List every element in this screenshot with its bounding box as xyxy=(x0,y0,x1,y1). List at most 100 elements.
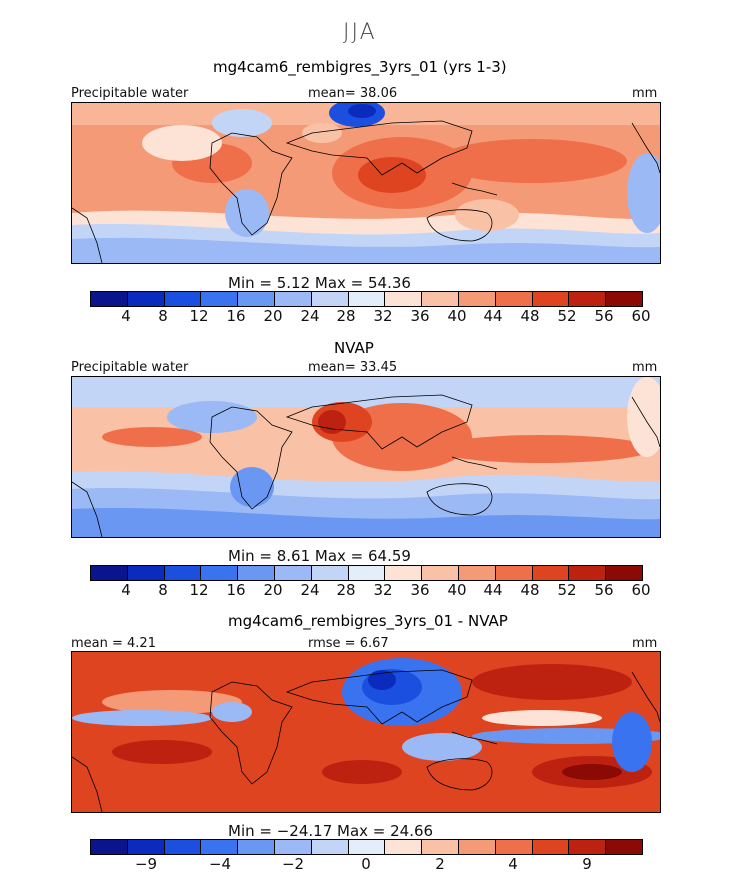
figure-title: JJA xyxy=(343,20,377,45)
panel1-tick: 44 xyxy=(483,307,503,325)
panel2-tick: 52 xyxy=(557,581,577,599)
panel1-tick: 60 xyxy=(631,307,651,325)
panel3-mean-label: mean = 4.21 xyxy=(71,636,156,651)
panel1-colorbar-bin xyxy=(311,292,349,306)
panel2-field xyxy=(72,377,660,537)
panel2-tick: 8 xyxy=(158,581,168,599)
panel2-minmax: Min = 8.61 Max = 64.59 xyxy=(228,547,411,565)
panel2-tick: 16 xyxy=(226,581,246,599)
panel3-colorbar-bin xyxy=(606,840,642,854)
panel1-field xyxy=(72,103,660,263)
panel1-units: mm xyxy=(632,86,658,101)
panel1-colorbar-bin xyxy=(495,292,533,306)
panel3-colorbar-bin xyxy=(422,840,459,854)
panel2-colorbar-bin xyxy=(348,566,386,580)
panel1-colorbar-bin xyxy=(385,292,423,306)
panel2-tick: 56 xyxy=(594,581,614,599)
panel3-colorbar-bin xyxy=(532,840,570,854)
panel2-colorbar-bin xyxy=(532,566,570,580)
panel3-colorbar-bin xyxy=(569,840,607,854)
panel3-tick: −9 xyxy=(134,855,158,873)
panel1-tick: 32 xyxy=(373,307,393,325)
panel3-rmse-label: rmse = 6.67 xyxy=(308,636,389,651)
panel1-tick: 52 xyxy=(557,307,577,325)
panel2-colorbar-bin xyxy=(238,566,275,580)
panel1-tick: 4 xyxy=(121,307,131,325)
panel1-colorbar-bin xyxy=(606,292,642,306)
panel3-colorbar-bin xyxy=(311,840,349,854)
panel3-colorbar-bin xyxy=(164,840,202,854)
panel2-mean-label: mean= 33.45 xyxy=(308,360,398,375)
panel2-colorbar-bin xyxy=(385,566,423,580)
panel2-colorbar-bin xyxy=(458,566,496,580)
panel2-colorbar-bin xyxy=(127,566,165,580)
panel1-colorbar xyxy=(90,291,643,307)
panel3-minmax: Min = −24.17 Max = 24.66 xyxy=(228,822,434,840)
panel2-tick: 4 xyxy=(121,581,131,599)
panel1-tick: 16 xyxy=(226,307,246,325)
panel3-colorbar-bin xyxy=(348,840,386,854)
panel2-tick: 32 xyxy=(373,581,393,599)
panel3-title: mg4cam6_rembigres_3yrs_01 - NVAP xyxy=(228,612,508,630)
panel2-tick: 20 xyxy=(263,581,283,599)
panel3-tick: −2 xyxy=(281,855,305,873)
panel1-tick: 20 xyxy=(263,307,283,325)
panel1-colorbar-bin xyxy=(127,292,165,306)
panel1-colorbar-bin xyxy=(91,292,128,306)
panel3-field xyxy=(72,652,660,812)
panel1-colorbar-bin xyxy=(274,292,312,306)
panel2-colorbar-bin xyxy=(91,566,128,580)
panel1-title: mg4cam6_rembigres_3yrs_01 (yrs 1-3) xyxy=(213,58,507,76)
panel2-colorbar-bin xyxy=(606,566,642,580)
panel1-colorbar-bin xyxy=(164,292,202,306)
panel3-colorbar-bin xyxy=(274,840,312,854)
panel1-minmax: Min = 5.12 Max = 54.36 xyxy=(228,274,411,292)
panel3-tick: 4 xyxy=(508,855,518,873)
panel1-tick: 56 xyxy=(594,307,614,325)
panel2-colorbar-bin xyxy=(201,566,239,580)
panel2-colorbar xyxy=(90,565,643,581)
panel2-tick: 40 xyxy=(447,581,467,599)
panel3-colorbar-bin xyxy=(127,840,165,854)
panel1-tick: 28 xyxy=(336,307,356,325)
panel2-tick: 12 xyxy=(189,581,209,599)
panel2-left-label: Precipitable water xyxy=(71,360,189,375)
panel2-colorbar-bin xyxy=(164,566,202,580)
panel1-colorbar-bin xyxy=(458,292,496,306)
panel2-colorbar-bin xyxy=(311,566,349,580)
panel2-units: mm xyxy=(632,360,658,375)
panel3-colorbar-bin xyxy=(238,840,275,854)
panel3-colorbar-bin xyxy=(385,840,423,854)
panel1-colorbar-bin xyxy=(532,292,570,306)
panel3-tick: 2 xyxy=(435,855,445,873)
panel1-colorbar-bin xyxy=(201,292,239,306)
panel2-title: NVAP xyxy=(334,339,374,357)
panel2-tick: 24 xyxy=(300,581,320,599)
panel1-colorbar-bin xyxy=(348,292,386,306)
panel2-map xyxy=(71,376,661,538)
panel3-colorbar-bin xyxy=(495,840,533,854)
panel1-tick: 8 xyxy=(158,307,168,325)
panel1-tick: 36 xyxy=(410,307,430,325)
panel3-units: mm xyxy=(632,636,658,651)
panel2-tick: 36 xyxy=(410,581,430,599)
panel1-tick: 12 xyxy=(189,307,209,325)
panel1-tick: 40 xyxy=(447,307,467,325)
panel2-colorbar-bin xyxy=(495,566,533,580)
panel3-map xyxy=(71,651,661,813)
panel1-tick: 48 xyxy=(520,307,540,325)
panel1-map xyxy=(71,102,661,264)
panel3-tick: −4 xyxy=(208,855,232,873)
panel1-colorbar-bin xyxy=(569,292,607,306)
panel2-tick: 60 xyxy=(631,581,651,599)
panel3-colorbar xyxy=(90,839,643,855)
panel2-colorbar-bin xyxy=(274,566,312,580)
panel3-tick: 0 xyxy=(361,855,371,873)
panel1-left-label: Precipitable water xyxy=(71,86,189,101)
panel3-colorbar-bin xyxy=(201,840,239,854)
panel2-tick: 28 xyxy=(336,581,356,599)
panel2-tick: 44 xyxy=(483,581,503,599)
panel3-tick: 9 xyxy=(582,855,592,873)
panel2-colorbar-bin xyxy=(569,566,607,580)
panel2-colorbar-bin xyxy=(422,566,459,580)
